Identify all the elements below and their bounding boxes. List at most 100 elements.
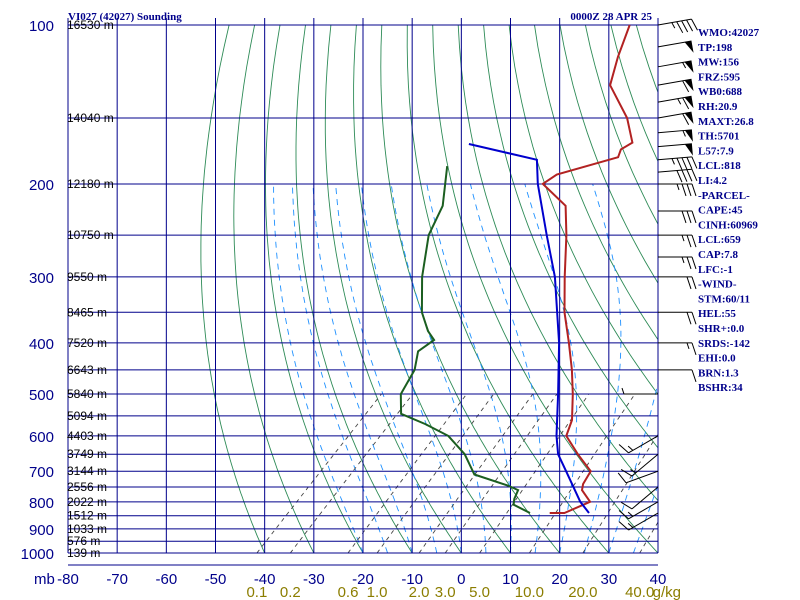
mixing-ratio-tick-label: 2.0 bbox=[409, 584, 430, 600]
wind-barb-feather bbox=[686, 276, 692, 290]
height-tick-label: 4403 m bbox=[67, 429, 107, 443]
wind-barb-feather bbox=[686, 169, 693, 182]
wind-barb-feather bbox=[691, 169, 698, 182]
sounding-index-line: EHI:0.0 bbox=[698, 353, 736, 365]
wind-barb-staff bbox=[657, 143, 692, 148]
height-tick-label: 16530 m bbox=[67, 18, 114, 32]
temperature-tick-label: -70 bbox=[106, 571, 128, 588]
wind-barb bbox=[618, 501, 659, 520]
moist-adiabat bbox=[524, 183, 578, 554]
temperature-tick-label: -60 bbox=[155, 571, 177, 588]
grid-lines bbox=[67, 18, 659, 566]
height-tick-label: 1512 m bbox=[67, 509, 107, 523]
wind-barb-staff bbox=[657, 168, 692, 173]
sounding-index-line: CAPE:45 bbox=[698, 205, 743, 217]
wind-barb bbox=[657, 111, 694, 125]
height-tick-label: 6643 m bbox=[67, 363, 107, 377]
height-tick-label: 2022 m bbox=[67, 495, 107, 509]
wind-barb-staff bbox=[657, 18, 692, 26]
temperature-tick-label: 30 bbox=[600, 571, 617, 588]
wind-barb-staff bbox=[631, 486, 659, 510]
sounding-index-line: WMO:42027 bbox=[698, 27, 760, 39]
height-tick-label: 2556 m bbox=[67, 480, 107, 494]
wind-barb bbox=[658, 276, 697, 290]
height-tick-label: 9550 m bbox=[67, 270, 107, 284]
wind-barb-half-feather bbox=[677, 98, 682, 105]
mixing-ratio-unit-label: g/kg bbox=[653, 584, 681, 600]
sounding-index-line: -PARCEL- bbox=[698, 190, 750, 202]
wind-barb-half-feather bbox=[682, 62, 687, 69]
wind-barb bbox=[657, 156, 698, 170]
wind-barb bbox=[658, 234, 697, 248]
height-tick-label: 3749 m bbox=[67, 447, 107, 461]
wind-barb-pennant bbox=[684, 129, 693, 142]
wind-barb-feather bbox=[618, 510, 629, 520]
temperature-tick-label: 10 bbox=[502, 571, 519, 588]
wind-barb-feather bbox=[691, 234, 697, 248]
height-tick-label: 3144 m bbox=[67, 464, 107, 478]
pressure-tick-label: 400 bbox=[29, 336, 54, 353]
wind-barb bbox=[657, 78, 694, 93]
dry-adiabat bbox=[738, 25, 800, 553]
wind-barb-staff bbox=[657, 129, 692, 134]
height-tick-label: 5840 m bbox=[67, 387, 107, 401]
temperature-tick-label: 40 bbox=[650, 571, 667, 588]
height-tick-label: 1033 m bbox=[67, 522, 107, 536]
sounding-index-line: -WIND- bbox=[698, 279, 737, 291]
sounding-index-line: RH:20.9 bbox=[698, 101, 738, 113]
wind-barb-feather bbox=[686, 19, 694, 32]
height-tick-label: 7520 m bbox=[67, 336, 107, 350]
temperature-tick-label: -20 bbox=[352, 571, 374, 588]
pressure-tick-label: 900 bbox=[29, 522, 54, 539]
wind-barb bbox=[657, 60, 694, 73]
wind-barb-feather bbox=[682, 80, 690, 93]
wind-barb-staff bbox=[657, 156, 692, 161]
mixing-ratio-tick-label: 20.0 bbox=[568, 584, 597, 600]
dry-adiabat bbox=[353, 24, 511, 554]
sounding-profiles bbox=[399, 24, 634, 514]
sounding-index-line: STM:60/11 bbox=[698, 293, 750, 305]
pressure-tick-label: 600 bbox=[29, 429, 54, 446]
wind-barb-feather bbox=[691, 156, 698, 169]
sounding-indices-panel: WMO:42027 TP:198 MW:156 FRZ:595 WB0:688 RH:20… bbox=[698, 27, 760, 394]
temperature-tick-label: -10 bbox=[401, 571, 423, 588]
wind-barb-staff bbox=[628, 501, 659, 520]
wind-barbs bbox=[617, 18, 698, 531]
mixing-ratio-tick-label: 40.0 bbox=[625, 584, 654, 600]
wind-barb bbox=[657, 168, 698, 183]
wind-barb-feather bbox=[686, 256, 692, 270]
wind-barb bbox=[657, 18, 698, 34]
wind-barb-feather bbox=[691, 276, 697, 290]
sounding-index-line: BRN:1.3 bbox=[698, 367, 739, 379]
sounding-index-line: WB0:688 bbox=[698, 86, 743, 98]
wind-barb bbox=[657, 40, 694, 53]
wind-barb bbox=[658, 210, 697, 224]
pressure-tick-label: 1000 bbox=[21, 546, 54, 563]
wind-barb-feather bbox=[691, 369, 697, 383]
sounding-index-line: CINH:60969 bbox=[698, 219, 758, 231]
wind-barb-half-feather bbox=[621, 387, 625, 395]
sounding-index-line: SHR+:0.0 bbox=[698, 323, 745, 335]
wind-barb-half-feather bbox=[681, 256, 685, 264]
sounding-index-line: LCL:659 bbox=[698, 234, 741, 246]
wind-barb-feather bbox=[681, 20, 689, 33]
temperature-tick-label: 20 bbox=[551, 571, 568, 588]
temperature-tick-label: -80 bbox=[57, 571, 79, 588]
temperature-tick-label: -30 bbox=[303, 571, 325, 588]
sounding-time: 0000Z 28 APR 25 bbox=[570, 11, 652, 23]
parcel-profile-line bbox=[468, 143, 590, 514]
wind-barb-feather bbox=[681, 169, 688, 182]
wind-barb-pennant bbox=[684, 143, 693, 156]
pressure-tick-label: 500 bbox=[29, 387, 54, 404]
wind-barb-half-feather bbox=[686, 342, 690, 350]
sounding-index-line: FRZ:595 bbox=[698, 71, 741, 83]
wind-barb-feather bbox=[691, 183, 697, 197]
station-title: VI027 (42027) Sounding bbox=[68, 11, 182, 23]
sounding-index-line: CAP:7.8 bbox=[698, 249, 739, 261]
wind-barb-pennant bbox=[684, 60, 694, 73]
wind-barb bbox=[658, 256, 697, 270]
wind-barb bbox=[618, 435, 659, 454]
wind-barb bbox=[620, 486, 659, 510]
dry-adiabat bbox=[324, 24, 462, 554]
